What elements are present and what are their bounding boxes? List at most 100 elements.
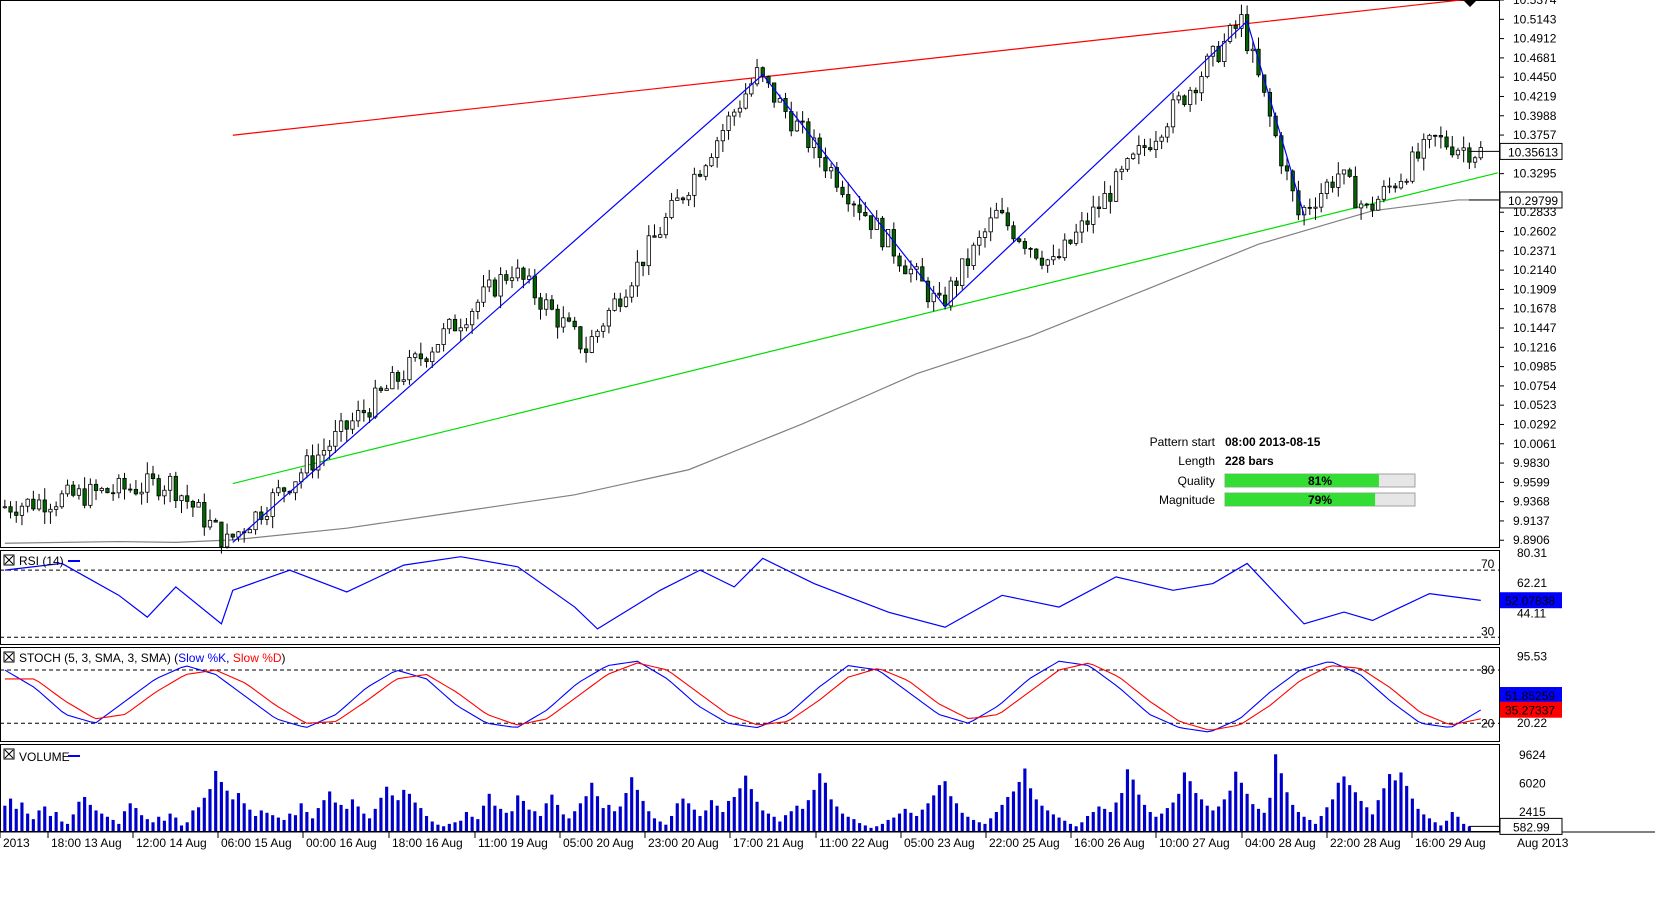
candle-up	[430, 351, 435, 363]
candle-up	[749, 83, 754, 95]
candle-up	[1398, 181, 1404, 189]
volume-bar	[1097, 806, 1101, 831]
price-tick-label: 10.4912	[1513, 32, 1557, 46]
candle-down	[1108, 193, 1113, 202]
volume-bar	[1325, 807, 1329, 831]
volume-bar	[567, 818, 571, 831]
candle-up	[333, 431, 338, 447]
price-tick-label: 9.9830	[1513, 456, 1550, 470]
candle-down	[1245, 14, 1250, 52]
candle-down	[903, 265, 908, 275]
candle-down	[823, 157, 828, 172]
candle-up	[794, 120, 800, 132]
candle-down	[999, 209, 1005, 214]
candle-down	[8, 506, 13, 513]
candle-up	[515, 267, 520, 279]
volume-bar	[1188, 781, 1192, 831]
volume-bar	[1125, 769, 1130, 831]
candle-up	[1222, 41, 1227, 62]
chevron-down-icon	[1464, 1, 1476, 7]
pattern-info-box: Pattern start 08:00 2013-08-15 Length 22…	[1150, 435, 1416, 507]
candle-up	[629, 285, 634, 298]
candle-up	[886, 229, 891, 248]
zigzag-pattern	[232, 20, 1305, 543]
stoch-d-last-box	[1500, 701, 1562, 718]
candle-down	[1415, 151, 1421, 159]
volume-bar	[869, 827, 873, 831]
volume-bar	[402, 789, 406, 831]
volume-bar	[1427, 818, 1432, 831]
time-axis-label: 11:00 22 Aug	[819, 836, 889, 850]
volume-bar	[578, 803, 582, 831]
candle-up	[606, 309, 611, 327]
candle-up	[1205, 55, 1210, 77]
rsi-last-box	[1500, 592, 1562, 609]
candle-down	[82, 488, 87, 506]
candle-down	[1028, 247, 1033, 250]
volume-bar	[1256, 808, 1261, 831]
candle-down	[361, 410, 366, 414]
volume-bar	[1023, 768, 1027, 831]
support-line	[232, 172, 1498, 485]
candle-up	[994, 209, 999, 219]
volume-bar	[533, 811, 537, 831]
candle-up	[498, 274, 503, 297]
volume-bar	[1091, 812, 1095, 831]
candle-down	[566, 317, 572, 322]
candle-down	[71, 484, 76, 496]
candle-down	[1068, 239, 1073, 244]
volume-bar	[390, 795, 394, 831]
candle-up	[145, 473, 150, 493]
time-axis-label: Aug 2013	[1517, 836, 1569, 850]
volume-bar	[937, 785, 941, 831]
magnitude-bar-fill	[1225, 493, 1376, 506]
last-price-box	[1499, 142, 1563, 160]
volume-bar	[328, 791, 332, 831]
volume-bar	[1222, 799, 1226, 831]
volume-bar	[208, 789, 212, 831]
volume-bar	[236, 793, 241, 831]
candle-down	[1017, 238, 1022, 242]
volume-title: VOLUME	[19, 750, 70, 764]
candle-down	[1370, 203, 1375, 211]
candle-down	[1182, 95, 1187, 105]
volume-bar	[499, 808, 503, 831]
candle-down	[1467, 147, 1472, 163]
volume-bar	[926, 803, 930, 831]
volume-bar	[1137, 794, 1141, 831]
ma-value-label: 10.29799	[1508, 194, 1558, 208]
volume-bar	[459, 820, 463, 831]
volume-bar	[1331, 799, 1335, 831]
volume-bar	[521, 800, 525, 831]
volume-bar	[909, 812, 913, 831]
rsi-tick-label: 80.31	[1517, 546, 1547, 560]
volume-bar	[350, 799, 355, 831]
stoch-title-comma: ,	[226, 651, 233, 665]
candle-up	[1250, 48, 1255, 52]
volume-bar	[709, 800, 714, 831]
volume-bar	[595, 796, 600, 831]
volume-bar	[1359, 800, 1363, 831]
volume-bar	[248, 809, 252, 831]
close-icon-cross	[4, 555, 14, 565]
price-tick-label: 10.2371	[1513, 244, 1557, 258]
volume-bar	[1450, 812, 1454, 831]
volume-bar	[293, 815, 298, 831]
time-axis-label: 05:00 23 Aug	[904, 836, 975, 850]
volume-tick-label: 6020	[1519, 776, 1546, 790]
volume-bar	[464, 812, 468, 831]
candle-down	[452, 318, 458, 332]
volume-bar	[1456, 816, 1460, 831]
time-axis-label: 00:00 16 Aug	[306, 836, 377, 850]
quality-percent: 81%	[1308, 474, 1332, 488]
volume-bar	[197, 807, 201, 831]
candle-down	[925, 280, 931, 303]
price-tick-label: 9.8906	[1513, 533, 1550, 547]
volume-bar	[43, 806, 47, 831]
candle-up	[960, 258, 965, 286]
stoch-d-last-label: 35.27337	[1505, 704, 1555, 718]
candle-down	[880, 217, 885, 248]
volume-bar	[1182, 772, 1187, 831]
price-tick-label: 10.3757	[1513, 128, 1557, 142]
price-tick-label: 10.3988	[1513, 109, 1557, 123]
